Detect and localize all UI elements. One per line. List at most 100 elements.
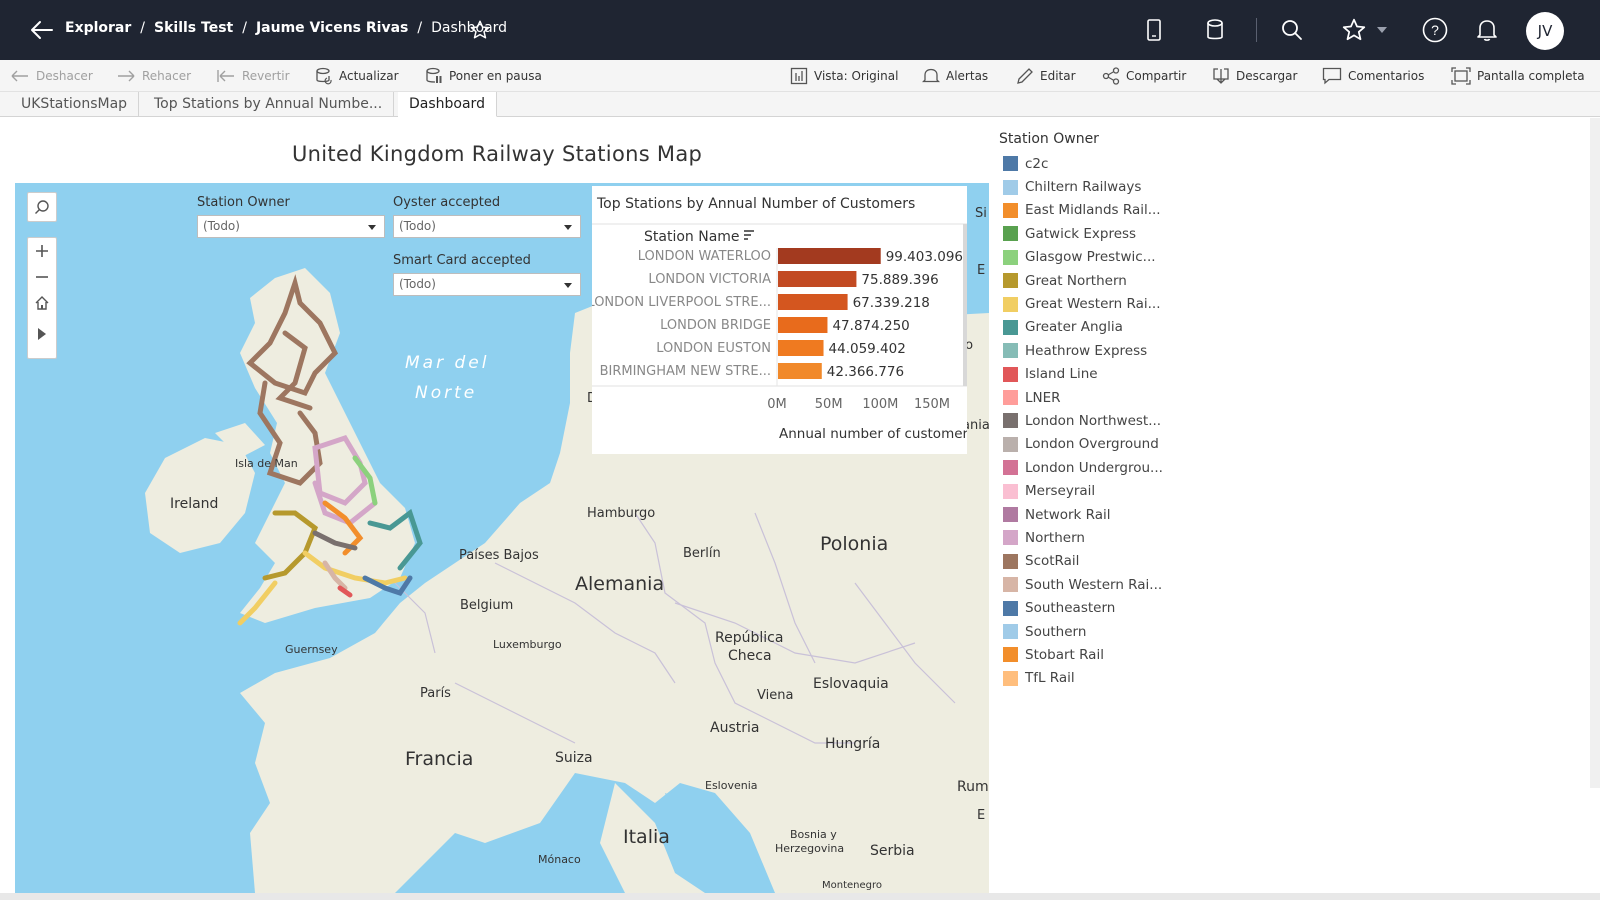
sort-icon (744, 230, 754, 240)
comments-button[interactable]: Comentarios (1322, 66, 1424, 86)
back-arrow-icon[interactable] (28, 18, 56, 42)
search-icon[interactable] (1278, 16, 1306, 44)
horizontal-scrollbar[interactable] (0, 893, 1600, 900)
pause-button[interactable]: Poner en pausa (425, 66, 542, 86)
legend-item[interactable]: Network Rail (999, 503, 1199, 526)
download-button[interactable]: Descargar (1212, 66, 1297, 86)
dropdown-arrow-icon (368, 225, 376, 230)
oyster-filter-value: (Todo) (399, 219, 436, 233)
download-label: Descargar (1236, 69, 1298, 83)
legend-item[interactable]: Greater Anglia (999, 316, 1199, 339)
legend-item[interactable]: Heathrow Express (999, 339, 1199, 362)
bar-value-label: 99.403.096 (886, 249, 963, 265)
legend-item[interactable]: LNER (999, 386, 1199, 409)
legend-swatch (1003, 530, 1018, 546)
fullscreen-button[interactable]: Pantalla completa (1451, 66, 1585, 86)
redo-button[interactable]: Rehacer (116, 66, 191, 86)
view-original-button[interactable]: Vista: Original (790, 66, 898, 86)
share-button[interactable]: Compartir (1102, 66, 1186, 86)
breadcrumb-project[interactable]: Skills Test (154, 20, 234, 36)
zoom-in-icon[interactable] (28, 238, 56, 264)
legend-label: South Western Rai... (1025, 576, 1163, 593)
map-label-italy: Italia (623, 826, 670, 848)
legend-label: London Overground (1025, 436, 1159, 453)
legend-item[interactable]: TfL Rail (999, 667, 1199, 690)
edit-button[interactable]: Editar (1016, 66, 1076, 86)
map-label-romania: Rum (957, 779, 989, 795)
legend-item[interactable]: South Western Rai... (999, 573, 1199, 596)
user-avatar[interactable]: JV (1526, 12, 1564, 50)
dropdown-arrow-icon (564, 283, 572, 288)
bar-category-label: LONDON VICTORIA (648, 272, 771, 287)
smart-card-filter-value: (Todo) (399, 277, 436, 291)
legend-item[interactable]: East Midlands Rail... (999, 199, 1199, 222)
x-tick-label: 50M (815, 397, 843, 412)
legend-title: Station Owner (999, 131, 1099, 147)
legend-item[interactable]: Great Western Rai... (999, 292, 1199, 315)
notifications-bell-icon[interactable] (1473, 16, 1501, 44)
favorite-star-icon[interactable] (469, 19, 491, 41)
breadcrumb-explore[interactable]: Explorar (65, 20, 132, 36)
legend-item[interactable]: London Undergrou... (999, 456, 1199, 479)
legend-item[interactable]: Chiltern Railways (999, 175, 1199, 198)
legend-item[interactable]: London Overground (999, 433, 1199, 456)
legend-label: Chiltern Railways (1025, 179, 1142, 196)
smart-card-filter-dropdown[interactable]: (Todo) (393, 273, 581, 296)
legend-label: London Undergrou... (1025, 459, 1163, 476)
tab-top-stations[interactable]: Top Stations by Annual Numbe... (143, 92, 395, 117)
map-search-control[interactable] (27, 192, 57, 222)
breadcrumb-separator: / (140, 20, 146, 36)
legend-item[interactable]: Merseyrail (999, 479, 1199, 502)
alerts-button[interactable]: Alertas (922, 66, 988, 86)
legend-item[interactable]: Southeastern (999, 596, 1199, 619)
vertical-scrollbar[interactable] (1590, 118, 1600, 788)
alert-bell-icon (922, 68, 940, 83)
top-stations-bar-chart[interactable]: Station Name LONDON WATERLOO 99.403.096 LON… (592, 186, 967, 454)
oyster-filter-dropdown[interactable]: (Todo) (393, 215, 581, 238)
revert-button[interactable]: Revertir (216, 66, 290, 86)
legend-swatch (1003, 179, 1018, 195)
toolbar-divider (1256, 18, 1257, 42)
legend-item[interactable]: Stobart Rail (999, 643, 1199, 666)
zoom-out-icon[interactable] (28, 264, 56, 290)
tab-dashboard[interactable]: Dashboard (398, 92, 497, 117)
map-search-icon[interactable] (28, 193, 56, 221)
undo-button[interactable]: Deshacer (10, 66, 93, 86)
data-source-icon[interactable] (1201, 16, 1229, 44)
home-icon[interactable] (28, 290, 56, 316)
refresh-button[interactable]: Actualizar (315, 66, 399, 86)
share-label: Compartir (1126, 69, 1187, 83)
legend-item[interactable]: Great Northern (999, 269, 1199, 292)
legend-item[interactable]: ScotRail (999, 550, 1199, 573)
view-label: Vista: Original (814, 69, 899, 83)
chevron-down-icon[interactable] (1374, 16, 1390, 44)
legend-item[interactable]: Southern (999, 620, 1199, 643)
map-label-poland: Polonia (820, 533, 889, 555)
map-label-hungary: Hungría (825, 736, 881, 752)
legend-swatch (1003, 249, 1018, 265)
bar (778, 317, 828, 333)
legend-item[interactable]: Northern (999, 526, 1199, 549)
map-label-sea: Norte (415, 383, 478, 403)
comment-icon (1322, 67, 1342, 85)
smart-card-filter-label: Smart Card accepted (393, 253, 531, 268)
breadcrumb-workbook[interactable]: Jaume Vicens Rivas (255, 20, 409, 36)
legend-item[interactable]: Gatwick Express (999, 222, 1199, 245)
legend-swatch (1003, 319, 1018, 335)
map-label-e: E (977, 808, 986, 823)
legend-item[interactable]: London Northwest... (999, 409, 1199, 432)
legend-label: Glasgow Prestwic... (1025, 249, 1156, 266)
legend-label: Northern (1025, 529, 1085, 546)
station-owner-legend: Station Owner c2c Chiltern Railways East M… (999, 131, 1199, 690)
device-preview-icon[interactable] (1140, 16, 1168, 44)
help-icon[interactable]: ? (1421, 16, 1449, 44)
expand-toolbar-icon[interactable] (28, 316, 56, 352)
share-icon (1102, 67, 1120, 85)
tab-ukstationsmap[interactable]: UKStationsMap (10, 92, 140, 117)
fullscreen-label: Pantalla completa (1477, 69, 1585, 83)
legend-item[interactable]: c2c (999, 152, 1199, 175)
legend-item[interactable]: Island Line (999, 363, 1199, 386)
station-owner-filter-dropdown[interactable]: (Todo) (197, 215, 385, 238)
favorites-star-icon[interactable] (1340, 16, 1368, 44)
legend-item[interactable]: Glasgow Prestwic... (999, 246, 1199, 269)
